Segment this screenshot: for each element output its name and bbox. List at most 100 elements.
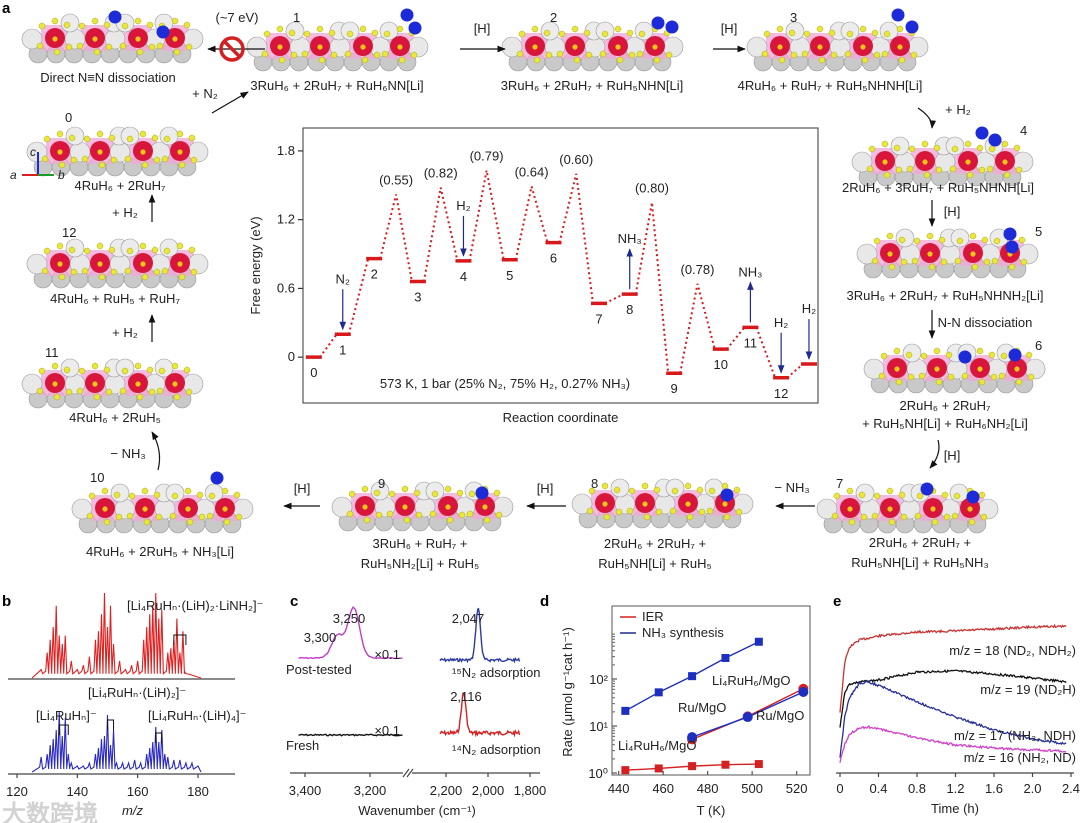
n-atom	[975, 126, 989, 140]
h-atom	[905, 351, 913, 359]
h-atom	[831, 512, 839, 520]
h-atom	[183, 366, 191, 374]
n-atom	[1005, 240, 1019, 254]
h-atom	[136, 48, 144, 56]
structure-7	[816, 482, 999, 534]
n-atom	[651, 16, 665, 30]
h-atom	[290, 51, 298, 59]
panel-d-rate-plot: d 440 460 480 500 520 10⁰ 10¹ 10² Rate (μmol g⁻¹c…	[540, 593, 811, 818]
series-label: m/z = 18 (ND₂, NDH₂)	[949, 643, 1076, 658]
structure-5	[856, 227, 1039, 279]
h-atom	[124, 267, 132, 275]
h-atom	[893, 347, 901, 355]
ru-center	[860, 44, 866, 50]
h-atom	[173, 48, 181, 56]
step-arrow	[151, 431, 161, 471]
series-label: m/z = 19 (ND₂H)	[980, 682, 1076, 697]
h-atom	[146, 21, 154, 29]
h-atom	[708, 487, 716, 495]
ru-center	[317, 44, 323, 50]
data-point-square	[621, 706, 630, 715]
step-label: [H]	[721, 21, 738, 36]
h-atom	[988, 145, 996, 153]
li-atom	[60, 13, 80, 33]
state-formula: 3RuH₆ + RuH₇ +	[373, 536, 468, 551]
h-atom	[148, 388, 156, 396]
h-atom	[790, 51, 798, 59]
h-atom	[953, 492, 961, 500]
h-atom	[971, 263, 979, 271]
h-atom	[51, 17, 59, 25]
li-atom	[855, 483, 875, 503]
ru-center	[894, 366, 900, 372]
h-atom	[188, 134, 196, 142]
h-atom	[396, 25, 404, 33]
n-atom	[1008, 348, 1022, 362]
h-atom	[208, 492, 216, 500]
ru-center	[970, 251, 976, 257]
structure-4	[851, 126, 1034, 187]
h-atom	[124, 155, 132, 163]
ru-center	[532, 44, 538, 50]
panel-e-time-profiles: e 0 0.4 0.8 1.2 1.6 2.0 2.4 m/z = 18 (ND₂, NDH₂)…	[833, 593, 1080, 816]
h-atom	[871, 512, 879, 520]
h-atom	[178, 161, 186, 169]
h-atom	[918, 372, 926, 380]
li-atom	[902, 343, 922, 363]
data-point-circle	[742, 712, 753, 723]
h-atom	[908, 145, 916, 153]
h-atom	[880, 352, 888, 360]
data-point-square	[654, 688, 663, 697]
reaction-path	[786, 363, 804, 379]
level-label: 9	[671, 381, 678, 396]
h-atom	[933, 347, 941, 355]
li-atom	[610, 478, 630, 498]
axis-c-label: c	[30, 145, 36, 159]
species-label: NH₃	[738, 264, 762, 279]
h-atom	[558, 30, 566, 38]
h-atom	[139, 130, 147, 138]
h-atom	[43, 135, 51, 143]
h-atom	[721, 482, 729, 490]
axis-break	[406, 768, 414, 778]
h-atom	[373, 51, 381, 59]
h-atom	[190, 268, 198, 276]
h-atom	[363, 516, 371, 524]
n-atom	[891, 8, 905, 22]
h-atom	[991, 257, 999, 265]
panel-c-ir-spectra: c 3,250 3,300 ×0.1 Post-tested 2,047 ¹⁵N₂ adso…	[286, 593, 546, 818]
structure-11	[21, 358, 204, 409]
h-atom	[910, 51, 918, 59]
state-formula: 2RuH₆ + 3RuH₇ + RuH₅NHNH[Li]	[842, 180, 1034, 195]
structure-6	[863, 343, 1046, 394]
h-atom	[398, 56, 406, 64]
state-formula: 4RuH₆ + RuH₇ + RuH₅NHNH[Li]	[738, 78, 923, 93]
h-atom	[893, 144, 901, 152]
ir-trace-fresh	[298, 733, 403, 737]
h-atom	[976, 347, 984, 355]
h-atom	[101, 487, 109, 495]
h-atom	[261, 50, 269, 58]
h-atom	[155, 513, 163, 521]
axis-a-label: a	[10, 168, 17, 182]
state-formula: 3RuH₆ + 2RuH₇ + RuH₅NHNH₂[Li]	[847, 288, 1044, 303]
h-atom	[38, 22, 46, 30]
species-label: NH₃	[618, 231, 642, 246]
species-label: N₂	[336, 271, 350, 286]
h-atom	[860, 513, 868, 521]
h-atom	[163, 135, 171, 143]
data-point-square	[721, 760, 730, 769]
prohibited-icon	[219, 36, 245, 62]
data-point-square	[754, 637, 763, 646]
ru-center	[172, 381, 178, 387]
h-atom	[316, 25, 324, 33]
ru-center	[52, 381, 58, 387]
ru-center	[177, 261, 183, 267]
level-label: 11	[744, 335, 758, 350]
x-axis-label: Time (h)	[931, 801, 979, 816]
h-atom	[966, 171, 974, 179]
state-formula: 4RuH₆ + 2RuH₅	[69, 410, 161, 425]
h-atom	[533, 56, 541, 64]
h-atom	[1015, 378, 1023, 386]
h-atom	[978, 491, 986, 499]
